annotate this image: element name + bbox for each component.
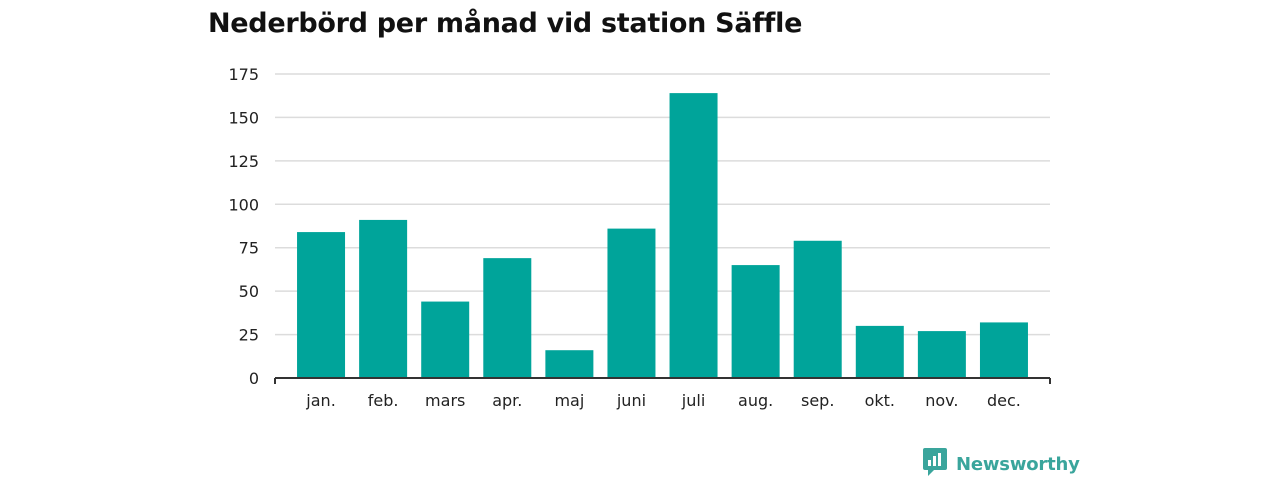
bar <box>545 350 594 378</box>
bar <box>359 219 408 378</box>
bar <box>297 232 346 378</box>
newsworthy-brand-name: Newsworthy <box>956 453 1080 475</box>
bar <box>855 325 904 378</box>
chart-title: Nederbörd per månad vid station Säffle <box>208 8 803 39</box>
y-tick-label: 125 <box>228 152 259 171</box>
x-tick-label: sep. <box>801 391 834 410</box>
bar <box>421 301 470 378</box>
x-tick-label: juli <box>681 391 705 410</box>
x-tick-label: mars <box>425 391 465 410</box>
bar <box>793 240 842 378</box>
bar <box>979 322 1028 378</box>
x-axis <box>274 377 1051 384</box>
x-tick-label: okt. <box>865 391 895 410</box>
y-tick-label: 50 <box>239 282 259 301</box>
y-axis-labels: 0 25 50 75 100 125 150 175 <box>228 65 259 388</box>
x-tick-label: nov. <box>925 391 958 410</box>
bar <box>483 258 532 378</box>
x-tick-label: dec. <box>987 391 1021 410</box>
bar <box>607 228 656 378</box>
x-tick-label: aug. <box>738 391 773 410</box>
x-tick-label: apr. <box>492 391 522 410</box>
y-tick-label: 25 <box>239 326 259 345</box>
bar <box>917 331 966 378</box>
y-tick-label: 75 <box>239 239 259 258</box>
newsworthy-brand: Newsworthy <box>922 447 1080 482</box>
x-tick-label: feb. <box>368 391 399 410</box>
y-tick-label: 175 <box>228 65 259 84</box>
y-tick-label: 0 <box>249 369 259 388</box>
bar <box>731 265 780 378</box>
newsworthy-logo-icon <box>922 447 948 482</box>
bar <box>669 93 718 378</box>
x-axis-labels: jan. feb. mars apr. maj juni juli aug. sep. okt. n… <box>305 391 1021 410</box>
bars <box>297 93 1028 378</box>
x-tick-label: jan. <box>305 391 335 410</box>
x-tick-label: juni <box>616 391 646 410</box>
x-tick-label: maj <box>554 391 584 410</box>
y-tick-label: 100 <box>228 195 259 214</box>
y-tick-label: 150 <box>228 108 259 127</box>
